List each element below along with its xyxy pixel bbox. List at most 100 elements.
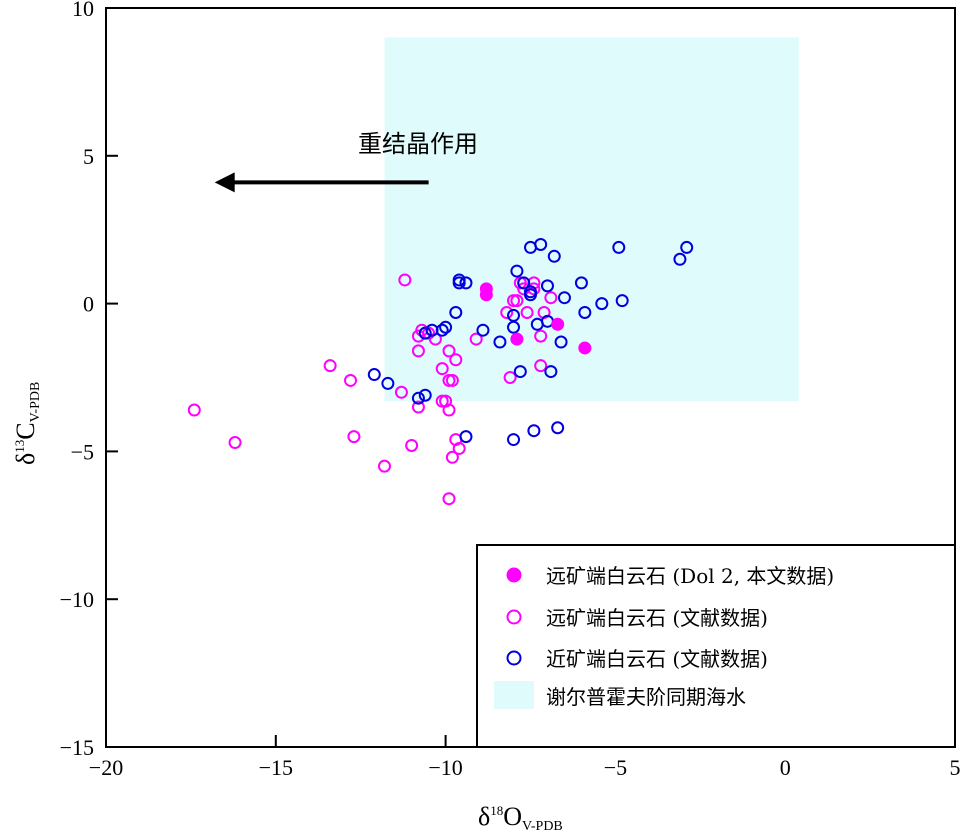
proximal-literature-point [557,291,571,305]
dol2-point [551,317,565,331]
proximal-literature-point [551,421,565,435]
x-axis-title-main: O [503,802,522,831]
y-axis-title: δ13CV-PDB [11,382,43,465]
annotation-arrow-layer [214,172,429,193]
proximal-literature-point [615,294,629,308]
x-axis-title: δ18OV-PDB [478,802,563,831]
distal-literature-point [394,385,408,399]
proximal-literature-point [540,279,554,293]
proximal-literature-point [381,376,395,390]
x-tick-label: −10 [428,755,462,780]
y-tick-label: 0 [83,292,94,317]
distal-literature-point [442,403,456,417]
legend: 远矿端白云石 (Dol 2, 本文数据) 远矿端白云石 (文献数据) 近矿端白云… [476,544,956,748]
x-tick-label: 0 [780,755,791,780]
proximal-literature-point [452,276,466,290]
legend-marker-distal-lit [506,609,522,625]
legend-label-proximal-lit: 近矿端白云石 (文献数据) [546,647,768,671]
y-tick-label: 10 [72,0,94,21]
y-tick-label: −5 [71,439,94,464]
dol2-point [510,332,524,346]
legend-label-dol2: 远矿端白云石 (Dol 2, 本文数据) [546,564,834,588]
proximal-literature-point [510,264,524,278]
proximal-literature-point [612,240,626,254]
proximal-literature-point [574,276,588,290]
proximal-literature-point [578,305,592,319]
proximal-literature-point [367,368,381,382]
proximal-literature-point [554,335,568,349]
proximal-literature-point [527,424,541,438]
distal-literature-point [500,305,514,319]
proximal-literature-point [544,365,558,379]
proximal-literature-point [513,365,527,379]
distal-literature-point [445,450,459,464]
distal-literature-point [187,403,201,417]
distal-literature-point [503,371,517,384]
distal-literature-point [411,344,425,358]
distal-literature-point [534,329,548,343]
distal-literature-point [534,359,548,373]
distal-literature-point [442,492,456,506]
proximal-literature-point [459,276,473,290]
x-axis-title-sup: 18 [490,803,503,818]
dol2-point [479,288,493,302]
annotation-arrow-head [214,172,235,193]
y-axis-title-main: C [11,422,40,439]
distal-literature-point [520,305,534,319]
distal-literature-point [344,373,358,387]
proximal-literature-point [476,323,490,337]
x-axis-title-sub: V-PDB [522,819,563,831]
distal-literature-point [544,291,558,305]
distal-literature-point [323,359,337,373]
y-axis-title-prefix: δ [11,453,40,465]
y-tick-label: −10 [60,587,94,612]
distal-literature-point [405,438,419,452]
proximal-literature-point [459,430,473,444]
distal-literature-point [411,400,425,414]
y-axis-title-sub: V-PDB [28,382,43,423]
distal-literature-point [377,459,391,473]
x-axis-title-prefix: δ [478,802,490,831]
x-tick-label: 5 [950,755,961,780]
distal-literature-point [398,273,412,287]
y-tick-label: −15 [60,735,94,760]
proximal-literature-point [435,323,449,337]
distal-literature-point [435,362,449,376]
legend-marker-proximal-lit [506,650,522,666]
proximal-literature-point [493,335,507,349]
proximal-literature-point [418,388,432,402]
legend-marker-dol2 [506,567,522,583]
x-tick-label: −5 [604,755,627,780]
proximal-literature-point [524,285,537,299]
proximal-literature-point [680,240,694,254]
proximal-literature-point [418,326,432,340]
distal-literature-point [452,441,466,455]
distal-literature-point [442,344,456,358]
proximal-literature-point [449,305,463,319]
distal-literature-point [228,436,242,450]
legend-label-seawater: 谢尔普霍夫阶同期海水 [546,685,746,709]
proximal-literature-point [439,320,453,334]
proximal-literature-point [517,276,531,290]
legend-swatch-seawater [494,681,534,709]
distal-literature-point [510,294,524,308]
distal-literature-point [469,332,483,346]
distal-literature-point [445,373,459,387]
y-axis-title-sup: 13 [12,440,27,453]
y-tick-label: 5 [83,144,94,169]
proximal-literature-point [595,297,609,311]
distal-literature-point [449,353,463,367]
legend-label-distal-lit: 远矿端白云石 (文献数据) [546,606,768,630]
proximal-literature-point [547,249,561,263]
point-layer [187,237,694,506]
seawater-region [384,37,799,402]
x-tick-label: −15 [259,755,293,780]
distal-literature-point [347,430,361,444]
x-tick-label: −20 [89,755,123,780]
legend-box [476,544,956,748]
proximal-literature-point [507,308,521,322]
proximal-literature-point [673,252,687,266]
proximal-literature-point [411,391,425,405]
